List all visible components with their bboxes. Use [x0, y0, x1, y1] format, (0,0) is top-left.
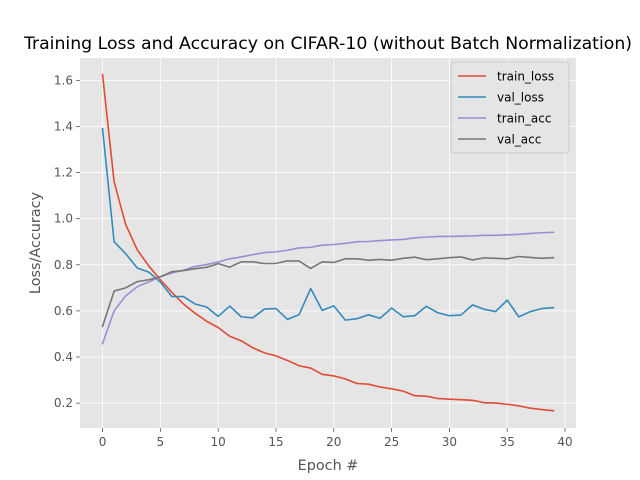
y-tick-label: 1.4: [54, 119, 73, 133]
x-tick-label: 15: [268, 435, 283, 449]
x-tick-label: 5: [157, 435, 165, 449]
x-axis-label: Epoch #: [298, 458, 359, 474]
legend-label: val_loss: [497, 91, 544, 105]
series-line-val-loss: [101, 127, 555, 321]
y-tick-label: 1.0: [54, 212, 73, 226]
y-tick-label: 0.6: [54, 304, 73, 318]
series-lines: [101, 73, 555, 412]
legend: train_loss val_loss train_acc val_acc: [450, 61, 570, 154]
axis-ticks: 0 5 10 15 20 25 30 35 40 0.2 0.4 0.6 0.8 1.0 1.2 1.4 1.6: [54, 73, 573, 449]
y-axis-label: Loss/Accuracy: [28, 191, 44, 294]
y-tick-label: 1.2: [54, 166, 73, 180]
series-line-train-loss: [101, 73, 555, 412]
y-tick-label: 0.4: [54, 350, 73, 364]
legend-box: [450, 61, 570, 154]
legend-label: train_acc: [497, 112, 551, 126]
x-tick-label: 20: [326, 435, 341, 449]
series-line-val-acc: [101, 255, 555, 328]
y-tick-label: 1.6: [54, 73, 73, 87]
chart-title: Training Loss and Accuracy on CIFAR-10 (…: [23, 34, 632, 54]
legend-label: train_loss: [497, 70, 554, 84]
x-tick-label: 25: [384, 435, 399, 449]
y-tick-label: 0.8: [54, 258, 73, 272]
x-tick-label: 30: [442, 435, 457, 449]
x-tick-label: 40: [557, 435, 572, 449]
x-tick-label: 35: [500, 435, 515, 449]
x-tick-label: 10: [211, 435, 226, 449]
legend-label: val_acc: [497, 133, 541, 147]
y-tick-label: 0.2: [54, 396, 73, 410]
x-tick-label: 0: [99, 435, 107, 449]
